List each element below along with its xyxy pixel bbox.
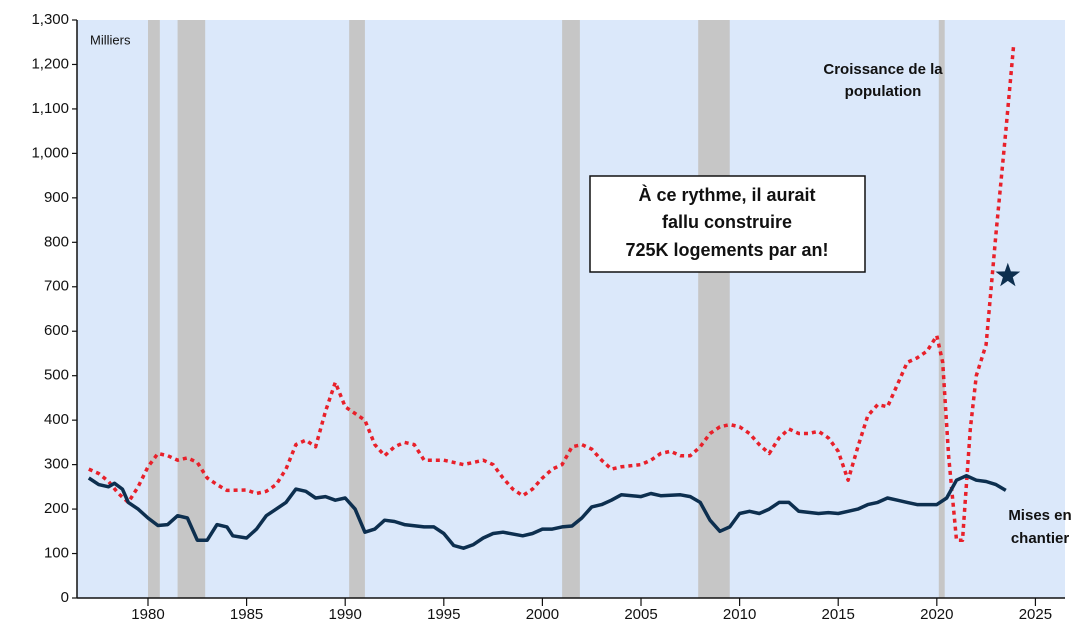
x-tick-label: 2025 [1019,606,1052,623]
series-label: population [845,83,922,100]
annotation-text: fallu construire [662,212,792,232]
y-tick-label: 300 [44,456,69,473]
x-tick-label: 1980 [131,606,164,623]
series-label: Mises en [1008,507,1071,524]
x-tick-label: 2000 [526,606,559,623]
star-marker [995,262,1021,287]
annotation-box [589,175,866,273]
x-tick-label: 1985 [230,606,263,623]
y-tick-label: 1,100 [31,100,69,117]
x-tick-label: 2005 [624,606,657,623]
x-tick-label: 2010 [723,606,756,623]
y-tick-label: 1,000 [31,144,69,161]
annotation-text: 725K logements par an! [625,240,828,260]
x-tick-label: 2015 [822,606,855,623]
annotation-text: À ce rythme, il aurait [638,184,815,205]
recession-band [177,20,206,598]
series-line [88,44,1016,542]
y-tick-label: 700 [44,278,69,295]
x-tick-label: 1990 [329,606,362,623]
y-tick-label: 1,200 [31,55,69,72]
y-tick-label: 500 [44,367,69,384]
series-label: chantier [1011,530,1070,547]
recession-band [938,20,945,598]
recession-band [147,20,160,598]
y-tick-label: 900 [44,189,69,206]
y-tick-label: 600 [44,322,69,339]
recession-band [698,20,730,598]
y-tick-label: 200 [44,500,69,517]
y-tick-label: 0 [61,589,69,606]
recession-band [562,20,580,598]
recession-band [349,20,365,598]
series-line [87,473,1007,550]
unit-label: Milliers [90,32,131,47]
y-tick-label: 400 [44,411,69,428]
x-tick-label: 2020 [920,606,953,623]
y-tick-label: 800 [44,233,69,250]
series-label: Croissance de la [823,61,943,78]
x-tick-label: 1995 [427,606,460,623]
y-tick-label: 1,300 [31,11,69,28]
y-tick-label: 100 [44,545,69,562]
